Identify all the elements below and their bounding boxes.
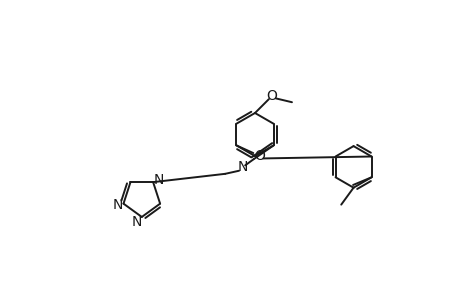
Text: O: O — [266, 89, 277, 103]
Text: O: O — [253, 149, 264, 163]
Text: N: N — [112, 198, 122, 212]
Text: N: N — [132, 214, 142, 229]
Text: N: N — [237, 160, 247, 174]
Text: N: N — [154, 173, 164, 187]
